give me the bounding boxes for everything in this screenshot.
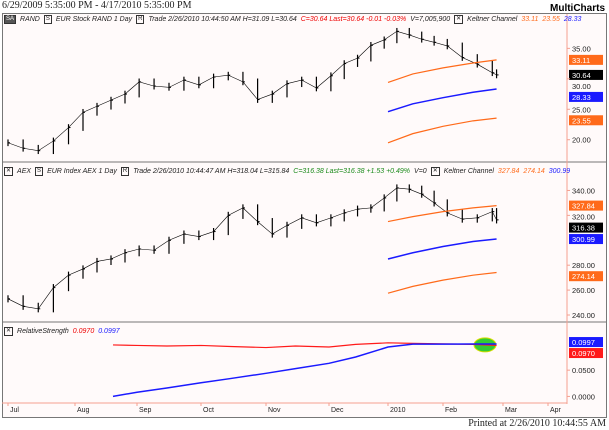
keltner-upper-label: 327.84	[572, 202, 595, 211]
time-tick-label: Oct	[203, 407, 214, 414]
axis-tick-label: 30.00	[572, 82, 591, 91]
axis-tick-label: 340.00	[572, 186, 595, 195]
keltner-upper-label-bg	[569, 54, 603, 65]
axis-tick-label: 20.00	[572, 136, 591, 145]
time-tick-label: Jul	[10, 407, 19, 414]
axis-tick-label: 280.00	[572, 261, 595, 270]
axis-tick-label: 260.00	[572, 286, 595, 295]
keltner-upper-label-bg	[569, 200, 603, 211]
symbol-settings-button[interactable]: S	[43, 15, 52, 24]
keltner-upper-label: 33.11	[572, 56, 590, 65]
resolution-button[interactable]: R	[136, 15, 145, 24]
last-price-label: 30.64	[572, 71, 591, 80]
symbol-settings-button[interactable]: S	[35, 167, 44, 176]
keltner-lower-line	[387, 117, 497, 144]
axis-tick-label: 35.00	[572, 44, 591, 53]
axis-tick-label: 0.0500	[572, 366, 595, 375]
change-info: C=316.38 Last=316.38 +1.53 +0.49%	[293, 168, 411, 175]
change-info: C=30.64 Last=30.64 -0.01 -0.03%	[300, 16, 407, 23]
panel-badge[interactable]: SA	[4, 15, 17, 24]
keltner-mid-value: 300.99	[548, 168, 571, 175]
close-panel-icon[interactable]: ✕	[4, 167, 14, 176]
time-tick-label: Feb	[445, 407, 457, 414]
keltner-lower-label-bg	[569, 115, 603, 126]
panel1-header: SA RAND S EUR Stock RAND 1 Day R Trade 2…	[4, 15, 581, 24]
keltner-lower-label-bg	[569, 271, 603, 282]
rs-blue-label-bg	[569, 337, 603, 348]
date-range: 6/29/2009 5:35:00 PM - 4/17/2010 5:35:00…	[2, 0, 192, 11]
indicator-name: Keltner Channel	[443, 168, 494, 175]
keltner-mid-line	[387, 238, 497, 260]
price-line	[7, 30, 497, 152]
keltner-lower-value: 274.14	[523, 168, 545, 175]
keltner-mid-label-bg	[569, 91, 603, 102]
description: EUR Index AEX 1 Day	[47, 168, 117, 175]
close-indicator-icon[interactable]: ✕	[454, 15, 464, 24]
rs-value-2: 0.0997	[98, 328, 120, 335]
volume: V=0	[414, 168, 427, 175]
brand-logo: MultiCharts	[550, 3, 605, 14]
indicator-name: Keltner Channel	[467, 16, 518, 23]
chart-frame	[2, 13, 607, 418]
rs-value-1: 0.0970	[72, 328, 95, 335]
time-tick-label: 2010	[390, 407, 406, 414]
printed-timestamp: Printed at 2/26/2010 10:44:55 AM	[468, 418, 606, 429]
time-tick-label: Dec	[331, 407, 344, 414]
axis-tick-label: 240.00	[572, 311, 595, 320]
keltner-lower-value: 23.55	[542, 16, 560, 23]
keltner-upper-value: 33.11	[521, 16, 539, 23]
time-tick-label: Aug	[77, 407, 90, 414]
rs-line-blue	[112, 343, 497, 398]
last-price-label-bg	[569, 222, 603, 233]
time-tick-label: Apr	[550, 407, 562, 414]
keltner-lower-label: 23.55	[572, 116, 591, 125]
symbol: RAND	[20, 16, 40, 23]
axis-tick-label: 320.00	[572, 213, 595, 222]
time-tick-label: Nov	[268, 407, 281, 414]
keltner-mid-line	[387, 88, 497, 113]
close-indicator-icon[interactable]: ✕	[430, 167, 440, 176]
close-panel-icon[interactable]: ✕	[4, 327, 14, 336]
rs-red-label: 0.0970	[572, 349, 595, 358]
time-tick-label: Mar	[505, 407, 518, 414]
indicator-name: RelativeStrength	[17, 328, 69, 335]
keltner-mid-value: 28.33	[563, 16, 582, 23]
axis-tick-label: 0.0000	[572, 392, 595, 401]
panel3-header: ✕ RelativeStrength 0.0970 0.0997	[4, 327, 120, 336]
description: EUR Stock RAND 1 Day	[55, 16, 133, 23]
quote-info: Trade 2/26/2010 10:44:50 AM H=31.09 L=30…	[148, 16, 297, 23]
resolution-button[interactable]: R	[120, 167, 130, 176]
time-tick-label: Sep	[139, 407, 152, 414]
axis-tick-label: 25.00	[572, 105, 591, 114]
keltner-mid-label: 300.99	[572, 235, 595, 244]
quote-info: Trade 2/26/2010 10:44:47 AM H=318.04 L=3…	[133, 168, 290, 175]
keltner-upper-line	[387, 205, 497, 223]
keltner-lower-label: 274.14	[572, 272, 595, 281]
rs-blue-label: 0.0997	[572, 338, 595, 347]
symbol: AEX	[17, 168, 32, 175]
keltner-mid-label: 28.33	[572, 93, 591, 102]
keltner-lower-line	[387, 271, 497, 294]
last-price-label-bg	[569, 69, 603, 80]
last-price-label: 316.38	[572, 224, 595, 233]
keltner-mid-label-bg	[569, 234, 603, 245]
keltner-upper-line	[387, 59, 497, 84]
volume: V=7,005,900	[410, 16, 451, 23]
price-line	[7, 187, 497, 310]
panel2-header: ✕ AEX S EUR Index AEX 1 Day R Trade 2/26…	[4, 167, 570, 176]
keltner-upper-value: 327.84	[497, 168, 520, 175]
rs-red-label-bg	[569, 348, 603, 359]
